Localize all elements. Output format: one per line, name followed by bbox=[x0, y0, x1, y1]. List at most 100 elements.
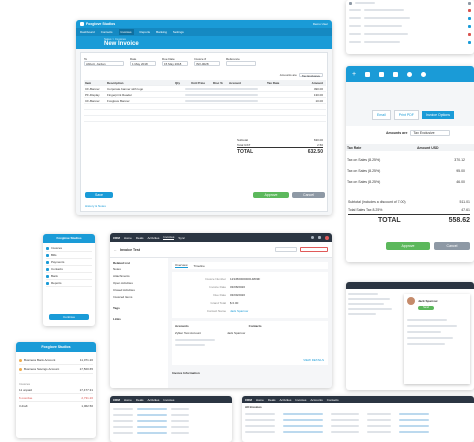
crm-nav-deals[interactable]: Deals bbox=[135, 235, 144, 240]
document-icon[interactable] bbox=[379, 71, 385, 77]
mobile-continue-button[interactable]: Continue bbox=[49, 314, 89, 320]
history-notes-link[interactable]: History & Notes bbox=[85, 204, 106, 208]
crm-logo[interactable]: CRM bbox=[245, 397, 252, 402]
avatar[interactable] bbox=[325, 235, 329, 240]
nav-settings[interactable]: Settings bbox=[172, 30, 184, 34]
folder-icon[interactable] bbox=[365, 71, 371, 77]
table-row[interactable] bbox=[84, 110, 326, 116]
view-details-link[interactable]: VIEW DETAILS bbox=[303, 358, 324, 362]
crm-nav-deals[interactable]: Deals bbox=[135, 397, 144, 402]
table-row[interactable] bbox=[245, 417, 471, 423]
nav-reports[interactable]: Reports bbox=[139, 30, 151, 34]
flag-icon[interactable] bbox=[468, 24, 471, 28]
crm-nav-deals[interactable]: Deals bbox=[267, 397, 276, 402]
nav-contacts[interactable]: Contacts bbox=[100, 30, 113, 34]
table-row[interactable] bbox=[84, 104, 326, 110]
to-field[interactable]: Abbott, Jordan bbox=[84, 61, 124, 66]
crm-nav-contacts[interactable]: Contacts bbox=[326, 397, 339, 402]
list-item[interactable]: Bank bbox=[46, 273, 92, 280]
zoom-cancel-button[interactable]: Cancel bbox=[434, 242, 470, 250]
flag-icon[interactable] bbox=[468, 16, 471, 20]
crm-nav-home[interactable]: Home bbox=[255, 397, 264, 402]
nav-invoices[interactable]: Invoices bbox=[118, 29, 134, 35]
send-mail-button[interactable] bbox=[275, 247, 297, 252]
sidebar-item-open-activities[interactable]: Open Activities bbox=[113, 281, 133, 285]
table-row[interactable]: CF-Banner Foxglove Banner 10.00 bbox=[84, 98, 326, 104]
search-icon[interactable] bbox=[311, 236, 314, 239]
search-icon[interactable] bbox=[407, 71, 413, 77]
table-row[interactable] bbox=[245, 423, 471, 429]
list-item[interactable] bbox=[349, 22, 471, 30]
crm-nav-home[interactable]: Home bbox=[123, 397, 132, 402]
list-item[interactable]: 3 draft 1,062.50 bbox=[19, 402, 93, 410]
nav-dashboard[interactable]: Dashboard bbox=[80, 30, 95, 34]
list-item[interactable] bbox=[349, 6, 471, 14]
tab-overview[interactable]: Overview bbox=[175, 263, 188, 268]
print-pdf-button[interactable]: Print PDF bbox=[393, 110, 419, 120]
table-row[interactable] bbox=[113, 418, 229, 424]
table-row[interactable]: CF-Banner Corporate banner with logo 490… bbox=[84, 86, 326, 92]
nav-banking[interactable]: Banking bbox=[156, 30, 167, 34]
table-row[interactable] bbox=[245, 429, 471, 435]
flag-icon[interactable] bbox=[468, 40, 471, 44]
zoom-approve-button[interactable]: Approve bbox=[386, 242, 430, 250]
sidebar-item-attachments[interactable]: Attachments bbox=[113, 274, 130, 278]
crm-nav-invoices[interactable]: Invoices bbox=[163, 397, 175, 402]
invoice-options-button[interactable]: Invoice Options bbox=[421, 111, 455, 119]
field-value[interactable]: Jack Sparrow bbox=[230, 309, 249, 313]
sidebar-item-notes[interactable]: Notes bbox=[113, 267, 121, 271]
help-icon[interactable] bbox=[421, 71, 427, 77]
list-item[interactable]: Payments bbox=[46, 259, 92, 266]
table-row[interactable] bbox=[84, 116, 326, 122]
crm-logo[interactable]: CRM bbox=[113, 397, 120, 402]
amounts-are-select[interactable]: Tax Exclusive bbox=[298, 73, 323, 78]
due-date-field[interactable]: 15 May 2018 bbox=[162, 61, 188, 66]
table-row[interactable] bbox=[113, 406, 229, 412]
reference-field[interactable] bbox=[226, 61, 256, 66]
table-row[interactable]: Tax on Sales (8.25%) 370.12 bbox=[346, 154, 474, 165]
list-item[interactable]: Bills bbox=[46, 252, 92, 259]
save-button[interactable]: Save bbox=[85, 192, 113, 198]
crm-nav-accounts[interactable]: Accounts bbox=[310, 397, 323, 402]
crm-nav-home[interactable]: Home bbox=[123, 235, 132, 240]
crm-logo[interactable]: CRM bbox=[113, 235, 120, 240]
flag-icon[interactable] bbox=[468, 32, 471, 36]
cancel-button[interactable]: Cancel bbox=[292, 192, 325, 198]
flag-icon[interactable] bbox=[468, 8, 471, 12]
list-item[interactable] bbox=[349, 38, 471, 46]
calendar-icon[interactable] bbox=[393, 71, 399, 77]
table-row[interactable] bbox=[113, 412, 229, 418]
edit-button[interactable] bbox=[300, 247, 328, 252]
crm-nav-invoices[interactable]: Invoices bbox=[295, 397, 307, 402]
contact-link[interactable]: Jack Sparrow bbox=[226, 331, 246, 335]
list-item[interactable]: 6 overdue 2,731.20 bbox=[19, 394, 93, 402]
crm-nav-invoices[interactable]: Invoices bbox=[163, 235, 175, 240]
list-item[interactable]: Reports bbox=[46, 280, 92, 287]
table-row[interactable]: Tax on Sales (8.25%) 95.00 bbox=[346, 165, 474, 176]
list-item[interactable]: Business Savings Account 17,500.65 bbox=[19, 365, 93, 374]
list-item[interactable]: Invoices bbox=[46, 245, 92, 252]
list-item[interactable]: 11 unpaid 17,477.31 bbox=[19, 386, 93, 394]
crm-nav-sync[interactable]: Sync bbox=[178, 235, 186, 240]
account-link[interactable]: Zylker Test Account bbox=[175, 331, 201, 335]
list-item[interactable]: Contacts bbox=[46, 266, 92, 273]
table-row[interactable] bbox=[113, 430, 229, 436]
table-row[interactable]: PF-Display Fingerprint Reader 130.00 bbox=[84, 92, 326, 98]
notification-icon[interactable] bbox=[318, 236, 321, 239]
email-button[interactable]: Email bbox=[372, 110, 391, 120]
table-row[interactable]: Tax on Sales (8.25%) 46.00 bbox=[346, 176, 474, 187]
approve-button[interactable]: Approve bbox=[253, 192, 289, 198]
tab-timeline[interactable]: Timeline bbox=[193, 263, 205, 268]
sidebar-item-invoiced-items[interactable]: Invoiced Items bbox=[113, 295, 133, 299]
table-row[interactable] bbox=[245, 411, 471, 417]
crm-nav-activities[interactable]: Activities bbox=[147, 235, 160, 240]
list-item[interactable]: Business Bank Account 11,071.20 bbox=[19, 356, 93, 365]
sidebar-item-closed-activities[interactable]: Closed Activities bbox=[113, 288, 135, 292]
table-row[interactable] bbox=[113, 424, 229, 430]
list-item[interactable] bbox=[349, 30, 471, 38]
invoice-number-field[interactable]: INV-0028 bbox=[194, 61, 220, 66]
back-icon[interactable]: ← bbox=[114, 247, 117, 252]
add-icon[interactable]: + bbox=[352, 70, 357, 78]
contact-send-button[interactable]: Send bbox=[418, 306, 434, 310]
settings-icon[interactable] bbox=[468, 1, 471, 5]
